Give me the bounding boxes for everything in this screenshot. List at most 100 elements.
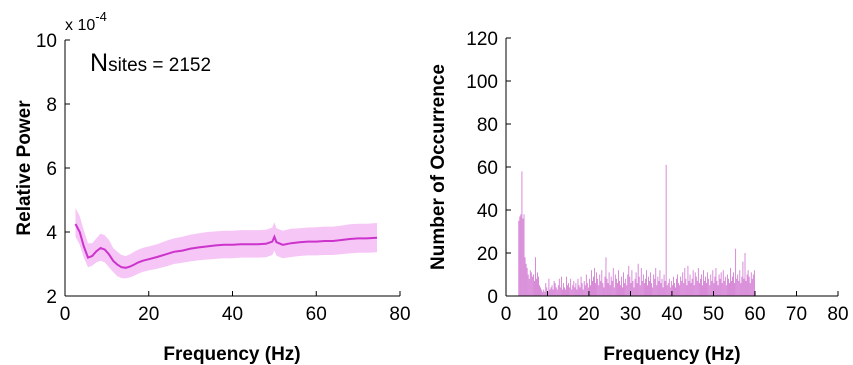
x-tick-label: 20	[578, 304, 599, 325]
sites-annotation: Nsites = 2152	[90, 49, 211, 77]
histogram-bar	[551, 285, 553, 296]
histogram-bar	[548, 278, 550, 296]
histogram-bar	[673, 276, 674, 296]
histogram-bar	[726, 274, 728, 296]
histogram-bar	[572, 285, 574, 296]
x-tick-label: 10	[537, 304, 558, 325]
mean-power-line	[74, 223, 378, 269]
histogram-bar	[578, 285, 580, 296]
histogram-bar	[681, 280, 683, 296]
histogram-bar	[556, 289, 558, 296]
histogram-bar	[744, 253, 746, 296]
histogram-bar	[698, 283, 700, 296]
y-tick-label: 80	[477, 115, 498, 136]
histogram-bar	[590, 285, 591, 296]
histogram-bar	[552, 289, 554, 296]
histogram-bar	[560, 276, 562, 296]
histogram-bar	[685, 278, 687, 296]
histogram-bar	[615, 278, 617, 296]
histogram-bar	[730, 268, 731, 296]
histogram-bar	[621, 276, 622, 296]
x-tick-label: 0	[501, 304, 512, 325]
histogram-bar	[605, 257, 607, 296]
y-tick-label: 8	[46, 95, 57, 116]
left-scale-exponent: -4	[95, 9, 107, 24]
histogram-bar	[691, 278, 693, 296]
histogram-bar	[612, 268, 614, 296]
histogram-bar	[581, 283, 583, 296]
histogram-bar	[703, 270, 704, 296]
histogram-bar	[664, 280, 666, 296]
histogram-bar	[712, 270, 714, 296]
histogram-bar	[640, 268, 642, 296]
x-tick-label: 40	[661, 304, 682, 325]
histogram-bar	[546, 287, 548, 296]
histogram-bar	[523, 214, 525, 296]
histogram-bar	[542, 291, 544, 296]
histogram-bar	[672, 285, 673, 296]
histogram-bar	[580, 276, 582, 296]
histogram-bar	[734, 283, 735, 296]
histogram-bar	[522, 218, 524, 296]
histogram-bar	[637, 263, 639, 296]
histogram-bar	[715, 268, 717, 296]
histogram-bar	[705, 276, 706, 296]
histogram-bar	[589, 278, 590, 296]
x-tick-label: 60	[306, 304, 327, 325]
histogram-bar	[526, 268, 528, 296]
histogram-bar	[549, 289, 551, 296]
histogram-bar	[635, 272, 637, 296]
histogram-bar	[609, 285, 611, 296]
histogram-bar	[751, 278, 753, 296]
histogram-bar	[731, 280, 732, 296]
histogram-bar	[521, 171, 523, 296]
histogram-bar	[669, 287, 671, 296]
x-tick-label: 20	[138, 304, 159, 325]
histogram-bar	[624, 283, 626, 296]
histogram-bar	[723, 280, 725, 296]
histogram-bar	[613, 287, 615, 296]
histogram-bar	[700, 278, 701, 296]
histogram-bar	[569, 287, 571, 296]
histogram-bars	[518, 164, 755, 296]
histogram-bar	[550, 287, 552, 296]
histogram-bar	[586, 283, 588, 296]
histogram-bar	[631, 270, 633, 296]
histogram-bar	[543, 289, 545, 296]
histogram-bar	[735, 248, 737, 296]
y-tick-label: 2	[46, 287, 57, 308]
histogram-bar	[739, 270, 741, 296]
histogram-bar	[591, 270, 592, 296]
histogram-bar	[649, 280, 650, 296]
y-tick-label: 4	[46, 223, 57, 244]
histogram-bar	[653, 274, 655, 296]
histogram-bar	[701, 274, 702, 296]
histogram-bar	[534, 280, 535, 296]
histogram-bar	[559, 287, 561, 296]
histogram-bar	[619, 280, 620, 296]
histogram-bar	[538, 276, 539, 296]
histogram-bar	[684, 268, 686, 296]
histogram-bar	[520, 214, 522, 296]
histogram-bar	[677, 274, 678, 296]
histogram-bar	[725, 285, 727, 296]
histogram-bar	[633, 287, 635, 296]
histogram-bar	[704, 280, 705, 296]
y-tick-label: 10	[36, 31, 57, 52]
histogram-bar	[558, 278, 560, 296]
histogram-bar	[654, 278, 656, 296]
histogram-bar	[660, 283, 662, 296]
histogram-bar	[614, 274, 616, 296]
relative-power-chart: 0 20 40 60 80 2 4 6 8 10 x 10-4 Nsites = 2152 Fr…	[14, 9, 411, 365]
right-y-label: Number of Occurrence	[428, 64, 449, 270]
histogram-bar	[706, 283, 707, 296]
histogram-bar	[708, 278, 710, 296]
histogram-bar	[541, 289, 543, 296]
histogram-bar	[650, 272, 651, 296]
histogram-bar	[655, 268, 657, 296]
histogram-bar	[563, 283, 564, 296]
histogram-bar	[557, 285, 559, 296]
histogram-bar	[709, 285, 711, 296]
histogram-bar	[573, 280, 575, 296]
left-y-ticks: 2 4 6 8 10	[36, 31, 70, 308]
